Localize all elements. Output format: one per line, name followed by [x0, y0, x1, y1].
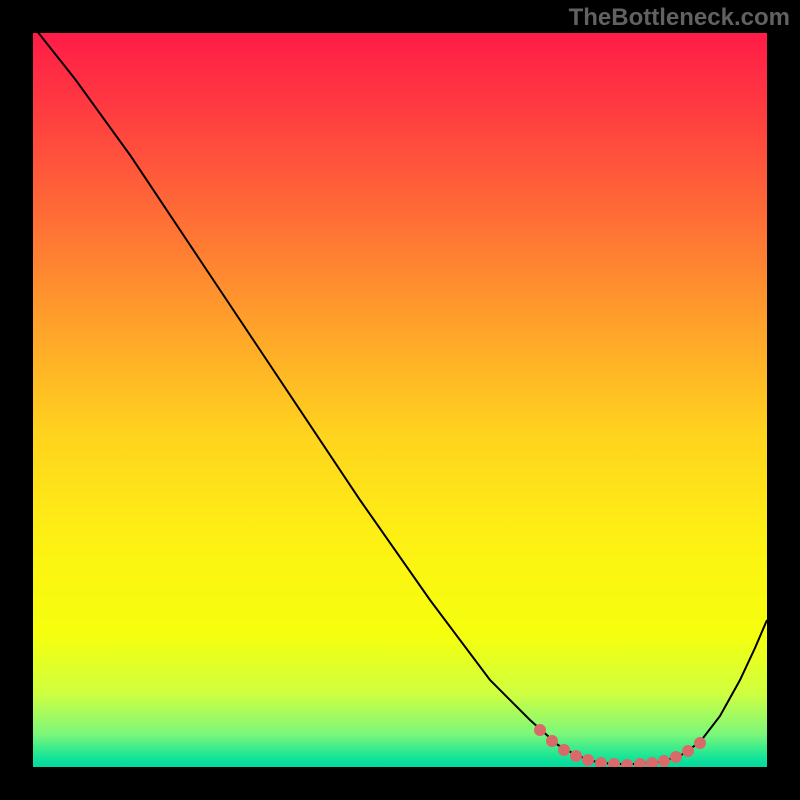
optimal-marker — [694, 737, 706, 749]
frame-bottom — [0, 767, 800, 800]
optimal-marker — [570, 750, 582, 762]
optimal-marker — [558, 744, 570, 756]
gradient-background — [33, 33, 767, 767]
optimal-marker — [670, 751, 682, 763]
optimal-marker — [534, 724, 546, 736]
optimal-marker — [582, 754, 594, 766]
optimal-marker — [682, 745, 694, 757]
bottleneck-chart — [0, 0, 800, 800]
optimal-marker — [658, 755, 670, 767]
frame-right — [767, 0, 800, 800]
watermark-text: TheBottleneck.com — [569, 4, 790, 32]
frame-left — [0, 0, 33, 800]
optimal-marker — [546, 735, 558, 747]
